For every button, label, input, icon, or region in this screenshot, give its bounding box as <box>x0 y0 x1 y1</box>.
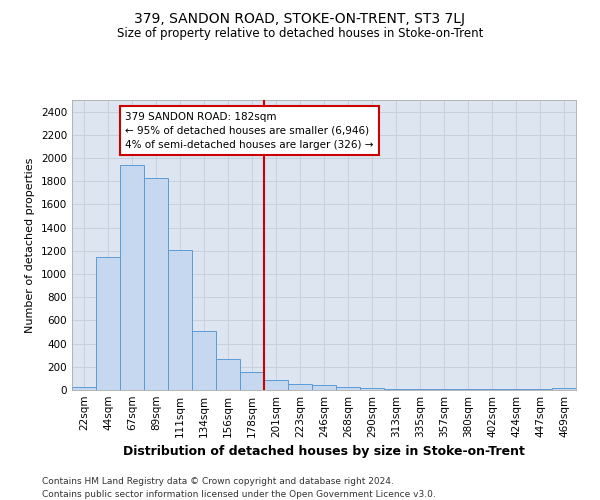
Text: 379, SANDON ROAD, STOKE-ON-TRENT, ST3 7LJ: 379, SANDON ROAD, STOKE-ON-TRENT, ST3 7L… <box>134 12 466 26</box>
X-axis label: Distribution of detached houses by size in Stoke-on-Trent: Distribution of detached houses by size … <box>123 446 525 458</box>
Bar <box>96 256 120 390</box>
Y-axis label: Number of detached properties: Number of detached properties <box>25 158 35 332</box>
Bar <box>312 385 336 390</box>
Bar <box>552 388 576 390</box>
Text: 379 SANDON ROAD: 182sqm
← 95% of detached houses are smaller (6,946)
4% of semi-: 379 SANDON ROAD: 182sqm ← 95% of detache… <box>125 112 373 150</box>
Bar <box>72 386 96 390</box>
Bar <box>240 372 264 390</box>
Bar <box>168 250 192 390</box>
Bar <box>120 165 144 390</box>
Text: Size of property relative to detached houses in Stoke-on-Trent: Size of property relative to detached ho… <box>117 28 483 40</box>
Text: Contains HM Land Registry data © Crown copyright and database right 2024.: Contains HM Land Registry data © Crown c… <box>42 478 394 486</box>
Bar <box>360 388 384 390</box>
Text: Contains public sector information licensed under the Open Government Licence v3: Contains public sector information licen… <box>42 490 436 499</box>
Bar <box>288 384 312 390</box>
Bar <box>216 358 240 390</box>
Bar <box>192 331 216 390</box>
Bar <box>336 388 360 390</box>
Bar <box>264 380 288 390</box>
Bar <box>144 178 168 390</box>
